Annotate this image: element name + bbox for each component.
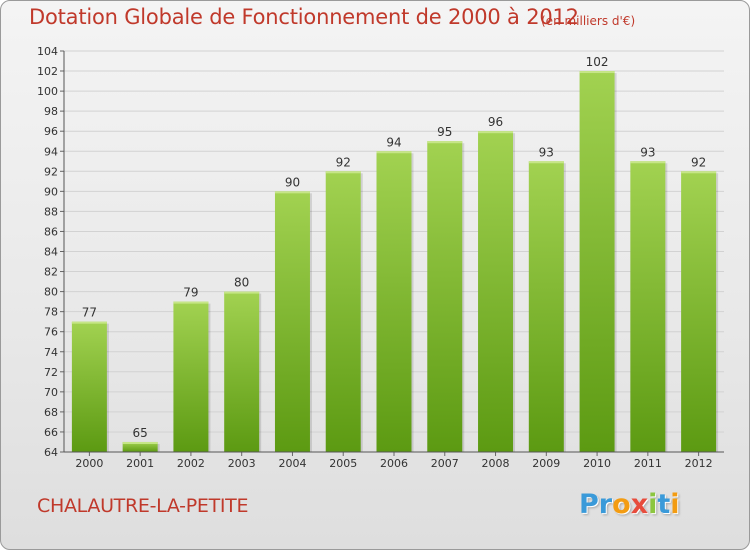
bar-highlight: [274, 191, 310, 194]
logo-letter: x: [630, 489, 649, 520]
bar-highlight: [122, 441, 158, 444]
y-tick-label: 98: [44, 105, 58, 118]
y-tick-label: 102: [37, 65, 58, 78]
x-tick-label: 2006: [380, 457, 408, 470]
bar-highlight: [376, 151, 412, 154]
bar: [325, 171, 361, 453]
y-tick-label: 70: [44, 386, 58, 399]
y-tick-label: 100: [37, 85, 58, 98]
y-tick-label: 64: [44, 446, 58, 459]
bar-highlight: [528, 161, 564, 164]
x-tick-label: 2007: [431, 457, 459, 470]
chart-title: Dotation Globale de Fonctionnement de 20…: [29, 5, 579, 29]
data-label: 96: [488, 115, 503, 129]
y-tick-label: 74: [44, 346, 58, 359]
bar: [376, 151, 412, 452]
bar: [427, 141, 463, 452]
y-tick-label: 80: [44, 286, 58, 299]
y-tick-label: 72: [44, 366, 58, 379]
y-tick-label: 86: [44, 225, 58, 238]
data-label: 102: [586, 55, 609, 69]
bar-highlight: [478, 131, 514, 134]
logo-letter: i: [648, 489, 658, 520]
y-tick-label: 92: [44, 165, 58, 178]
axes: 64 66 68 70 72 74 76 78 80 82 84 86 88 90 92 94 96 98 100 1…: [37, 45, 724, 470]
data-label: 95: [437, 125, 452, 139]
x-tick-label: 2009: [532, 457, 560, 470]
x-tick-label: 2010: [583, 457, 611, 470]
data-label: 92: [336, 155, 351, 169]
x-tick-label: 2003: [228, 457, 256, 470]
data-label: 79: [183, 286, 198, 300]
y-tick-label: 94: [44, 145, 58, 158]
x-tick-label: 2002: [177, 457, 205, 470]
data-label: 94: [386, 135, 401, 149]
bar: [630, 161, 666, 452]
bar: [528, 161, 564, 452]
logo-letter: i: [670, 489, 680, 520]
bar-highlight: [325, 171, 361, 174]
proxiti-logo: Proxiti: [579, 489, 680, 520]
data-label: 93: [640, 145, 655, 159]
x-tick-label: 2012: [685, 457, 713, 470]
y-tick-label: 76: [44, 326, 58, 339]
city-name: CHALAUTRE-LA-PETITE: [37, 495, 249, 517]
bar: [122, 441, 158, 452]
bar-highlight: [579, 71, 615, 74]
x-tick-label: 2011: [634, 457, 662, 470]
y-tick-label: 88: [44, 205, 58, 218]
y-tick-label: 78: [44, 306, 58, 319]
bar: [173, 301, 209, 452]
bar-highlight: [681, 171, 717, 174]
y-tick-label: 104: [37, 45, 58, 58]
logo-letter: r: [598, 489, 613, 520]
x-tick-label: 2008: [482, 457, 510, 470]
bar: [274, 191, 310, 452]
y-tick-label: 96: [44, 125, 58, 138]
x-tick-label: 2001: [126, 457, 154, 470]
bar: [71, 321, 107, 452]
y-tick-label: 68: [44, 406, 58, 419]
chart-unit: (en milliers d'€): [541, 14, 636, 28]
data-label: 92: [691, 155, 706, 169]
bar-highlight: [224, 291, 260, 294]
y-tick-label: 84: [44, 246, 58, 259]
bars: [71, 71, 719, 453]
bar-highlight: [71, 321, 107, 324]
y-tick-label: 66: [44, 426, 58, 439]
bar: [478, 131, 514, 452]
x-tick-label: 2005: [329, 457, 357, 470]
logo-letter: P: [579, 489, 599, 520]
data-label: 93: [539, 145, 554, 159]
bar: [224, 291, 260, 452]
x-tick-label: 2000: [75, 457, 103, 470]
data-label: 80: [234, 276, 249, 290]
bar: [681, 171, 717, 453]
bar-highlight: [173, 301, 209, 304]
logo-letter: t: [657, 489, 671, 520]
y-tick-label: 90: [44, 185, 58, 198]
data-labels: 77 65 79 80 90 92 94 95 96 93 102 93 92: [82, 55, 707, 440]
bar: [579, 71, 615, 453]
data-label: 90: [285, 175, 300, 189]
x-tick-label: 2004: [278, 457, 306, 470]
data-label: 65: [133, 426, 148, 440]
data-label: 77: [82, 306, 97, 320]
y-tick-label: 82: [44, 266, 58, 279]
bar-highlight: [427, 141, 463, 144]
logo-letter: o: [612, 489, 631, 520]
bar-highlight: [630, 161, 666, 164]
